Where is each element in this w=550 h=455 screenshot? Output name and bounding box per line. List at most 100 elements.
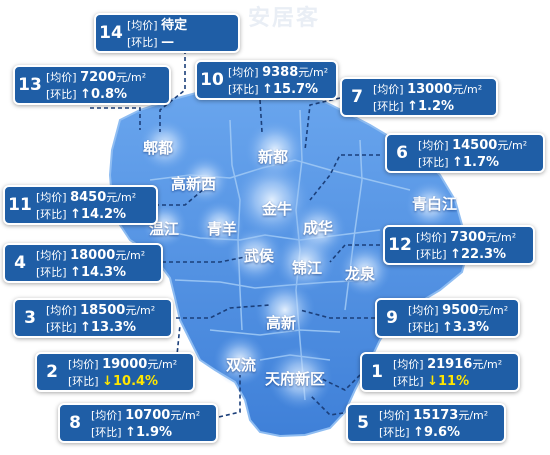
mom-label: [环比] [379,426,410,439]
district-jinniu: 金牛 [262,200,293,218]
mom-label: [环比] [36,208,67,221]
avg-label: [均价] [373,83,404,96]
district-qingbaijiang: 青白江 [412,195,458,213]
mom-label: [环比] [68,375,99,388]
district-pidu: 郫都 [143,139,174,157]
avg-label: [均价] [127,19,158,32]
district-wenjiang: 温江 [149,220,180,238]
price-card-10: 10 [均价] 9388元/m² [环比] ↑15.7% [195,60,338,100]
price-card-13: 13 [均价] 7200元/m² [环比] ↑0.8% [13,65,171,105]
district-wuhou: 武侯 [244,247,275,265]
rank-number: 3 [24,308,36,328]
price-value: 21916 [427,357,473,372]
rank-number: 13 [18,75,42,95]
unit-label: 元/m² [106,191,137,204]
unit-label: 元/m² [115,249,146,262]
rank-number: 10 [200,70,224,90]
district-gaoxin: 高新 [266,314,297,332]
price-card-11: 11 [均价] 8450元/m² [环比] ↑14.2% [3,185,158,225]
price-value: 待定 [161,18,188,33]
mom-label: [环比] [91,426,122,439]
price-card-9: 9 [均价] 9500元/m² [环比] ↑3.3% [375,298,520,338]
price-value: 19000 [102,357,148,372]
avg-label: [均价] [418,139,449,152]
price-card-3: 3 [均价] 18500元/m² [环比] ↑13.3% [13,298,173,338]
rank-number: 6 [396,143,408,163]
price-value: 10700 [125,408,171,423]
rank-number: 9 [386,308,398,328]
change-value: ↑1.9% [125,425,173,440]
unit-label: 元/m² [147,358,178,371]
district-longquan: 龙泉 [345,265,376,283]
unit-label: 元/m² [298,66,329,79]
unit-label: 元/m² [497,139,528,152]
avg-label: [均价] [36,249,67,262]
change-value: ↑0.8% [80,87,128,102]
district-gaoxin-west: 高新西 [171,175,217,193]
avg-label: [均价] [379,409,410,422]
price-card-2: 2 [均价] 19000元/m² [环比] ↓10.4% [35,352,195,392]
avg-label: [均价] [416,231,447,244]
rank-number: 4 [14,253,26,273]
unit-label: 元/m² [486,231,517,244]
change-value: ↑14.3% [70,265,127,280]
unit-label: 元/m² [116,71,147,84]
avg-label: [均价] [46,71,77,84]
price-value: 13000 [407,82,453,97]
change-value: ↑14.2% [70,207,127,222]
mom-label: [环比] [373,100,404,113]
rank-number: 5 [357,413,369,433]
unit-label: 元/m² [452,83,483,96]
district-shuangliu: 双流 [226,356,257,374]
rank-number: 7 [351,87,363,107]
district-jinjiang: 锦江 [292,259,323,277]
mom-label: [环比] [46,88,77,101]
district-tianfu: 天府新区 [265,370,326,388]
district-xindu: 新都 [258,148,289,166]
district-chenghua: 成华 [303,219,334,237]
change-value: ↑3.3% [442,320,490,335]
unit-label: 元/m² [458,409,489,422]
price-value: 8450 [70,190,107,205]
rank-number: 11 [8,195,32,215]
change-value: ↓11% [427,374,470,389]
mom-label: [环比] [393,375,424,388]
price-value: 7300 [450,230,487,245]
mom-label: [环比] [36,266,67,279]
price-value: 14500 [452,138,498,153]
avg-label: [均价] [91,409,122,422]
avg-label: [均价] [36,191,67,204]
change-value: ↑9.6% [413,425,461,440]
change-value: ↑15.7% [262,82,319,97]
rank-number: 2 [46,362,58,382]
price-card-14: 14 [均价] 待定 [环比] — [94,13,240,53]
price-card-1: 1 [均价] 21916元/m² [环比] ↓11% [360,352,520,392]
unit-label: 元/m² [125,304,156,317]
rank-number: 1 [371,362,383,382]
price-value: 7200 [80,70,117,85]
district-qingyang: 青羊 [207,220,238,238]
rank-number: 14 [99,23,123,43]
price-card-12: 12 [均价] 7300元/m² [环比] ↑22.3% [383,225,535,265]
price-value: 18500 [80,303,126,318]
price-card-8: 8 [均价] 10700元/m² [环比] ↑1.9% [58,403,218,443]
change-value: ↑1.7% [452,155,500,170]
mom-label: [环比] [127,36,158,49]
change-value: — [161,35,175,50]
change-value: ↑13.3% [80,320,137,335]
price-card-5: 5 [均价] 15173元/m² [环比] ↑9.6% [346,403,506,443]
price-card-4: 4 [均价] 18000元/m² [环比] ↑14.3% [3,243,163,283]
unit-label: 元/m² [170,409,201,422]
avg-label: [均价] [408,304,439,317]
watermark: 安居客 [248,6,321,31]
price-card-7: 7 [均价] 13000元/m² [环比] ↑1.2% [340,77,498,117]
mom-label: [环比] [408,321,439,334]
mom-label: [环比] [46,321,77,334]
avg-label: [均价] [393,358,424,371]
price-value: 9500 [442,303,479,318]
change-value: ↑22.3% [450,247,507,262]
mom-label: [环比] [228,83,259,96]
mom-label: [环比] [416,248,447,261]
price-card-6: 6 [均价] 14500元/m² [环比] ↑1.7% [385,133,545,173]
